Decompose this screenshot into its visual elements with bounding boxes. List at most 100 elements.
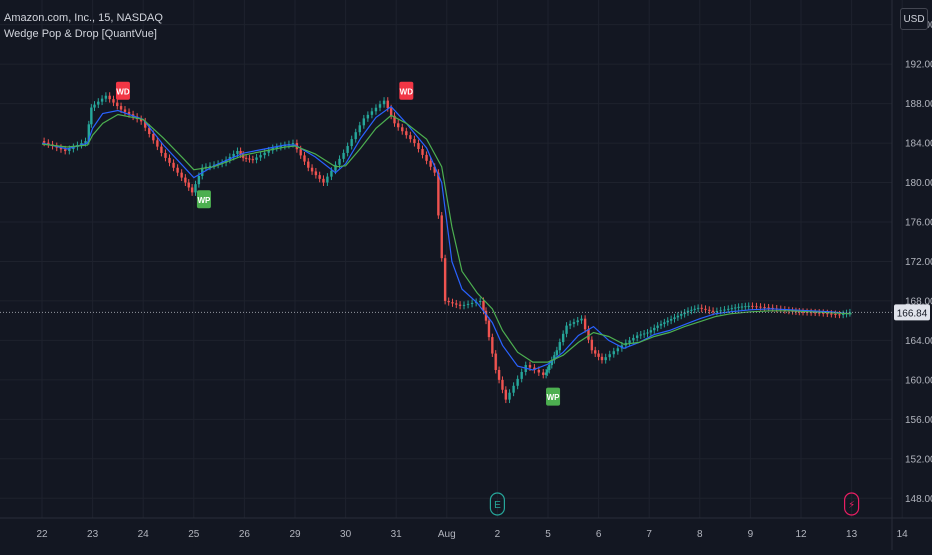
- candle-body: [683, 312, 686, 315]
- candle-body: [751, 305, 754, 307]
- candle-body: [747, 305, 750, 307]
- candle-body: [275, 147, 278, 149]
- candle-body: [600, 356, 604, 361]
- candle-body: [208, 165, 212, 167]
- candle-body: [370, 111, 374, 115]
- candle-body: [184, 177, 187, 183]
- candle-body: [84, 141, 87, 144]
- y-tick-label: 176.00: [905, 218, 932, 229]
- x-tick-label: 25: [188, 529, 200, 540]
- currency-button[interactable]: USD: [900, 8, 928, 30]
- candle-body: [87, 124, 91, 142]
- candle-body: [164, 152, 167, 158]
- candle-body: [425, 154, 428, 161]
- candle-body: [546, 370, 549, 373]
- candle-body: [148, 127, 151, 134]
- candle-body: [635, 335, 639, 338]
- candle-body: [590, 339, 594, 351]
- candle-body: [708, 309, 711, 311]
- x-tick-label: 24: [138, 529, 150, 540]
- candle-body: [139, 118, 143, 122]
- x-tick-label: 8: [697, 529, 703, 540]
- x-tick-label: Aug: [438, 529, 456, 540]
- candle-body: [583, 318, 587, 330]
- candle-body: [734, 307, 737, 309]
- x-tick-label: 6: [596, 529, 602, 540]
- candle-body: [632, 337, 635, 341]
- candle-body: [834, 313, 837, 315]
- x-tick-label: 9: [748, 529, 754, 540]
- candle-body: [501, 379, 504, 390]
- candle-body: [767, 307, 770, 309]
- y-tick-label: 164.00: [905, 336, 932, 347]
- symbol-title[interactable]: Amazon.com, Inc., 15, NASDAQ: [4, 12, 163, 24]
- lightning-icon: [843, 492, 860, 516]
- candle-body: [550, 360, 553, 366]
- candle-body: [421, 148, 424, 155]
- candle-body: [401, 127, 404, 132]
- candle-body: [759, 306, 762, 308]
- candle-body: [516, 378, 519, 386]
- candle-body: [80, 143, 83, 146]
- candle-body: [528, 365, 532, 368]
- x-tick-label: 31: [391, 529, 403, 540]
- candle-body: [572, 322, 576, 324]
- y-tick-label: 168.00: [905, 296, 932, 307]
- candle-body: [354, 132, 357, 140]
- candle-body: [455, 303, 458, 305]
- candle-body: [342, 152, 345, 159]
- y-tick-label: 156.00: [905, 415, 932, 426]
- candle-body: [382, 100, 386, 105]
- wedge-pop-badge-label: WP: [197, 196, 211, 205]
- candle-body: [160, 146, 163, 153]
- candle-body: [458, 304, 462, 306]
- candle-body: [314, 171, 318, 176]
- candle-body: [156, 140, 159, 147]
- x-tick-label: 30: [340, 529, 352, 540]
- candle-body: [491, 337, 494, 354]
- candle-body: [346, 146, 349, 153]
- candle-body: [97, 101, 100, 105]
- ema-fast-line: [41, 105, 852, 371]
- candle-body: [763, 307, 766, 309]
- candle-body: [553, 355, 556, 361]
- candle-body: [696, 307, 700, 309]
- y-tick-label: 148.00: [905, 494, 932, 505]
- x-tick-label: 5: [545, 529, 551, 540]
- candle-body: [580, 318, 583, 321]
- candle-body: [180, 172, 183, 178]
- candle-body: [59, 147, 63, 150]
- candle-body: [608, 354, 611, 358]
- candle-body: [112, 99, 115, 103]
- candle-body: [393, 115, 396, 124]
- candle-body: [478, 300, 482, 302]
- candle-body: [389, 108, 393, 116]
- candle-body: [239, 150, 242, 155]
- candle-body: [542, 372, 545, 375]
- candle-body: [497, 370, 501, 380]
- indicator-title[interactable]: Wedge Pop & Drop [QuantVue]: [4, 28, 157, 40]
- candle-body: [484, 310, 488, 321]
- candle-body: [663, 322, 666, 324]
- x-tick-label: 22: [36, 529, 48, 540]
- candle-body: [108, 95, 111, 100]
- candle-body: [818, 312, 821, 314]
- candle-body: [366, 114, 370, 119]
- candle-body: [715, 311, 719, 313]
- y-tick-label: 188.00: [905, 99, 932, 110]
- candle-body: [291, 143, 295, 145]
- candle-body: [612, 351, 615, 355]
- candle-body: [568, 323, 572, 326]
- candle-body: [440, 215, 443, 259]
- wedge-drop-badge: [115, 81, 130, 100]
- candle-body: [616, 348, 620, 352]
- candle-body: [350, 139, 353, 147]
- candle-body: [413, 139, 416, 144]
- candle-body: [326, 176, 329, 183]
- candle-body: [783, 309, 787, 311]
- candle-body: [494, 353, 497, 370]
- x-tick-label: 14: [897, 529, 909, 540]
- y-tick-label: 184.00: [905, 139, 932, 150]
